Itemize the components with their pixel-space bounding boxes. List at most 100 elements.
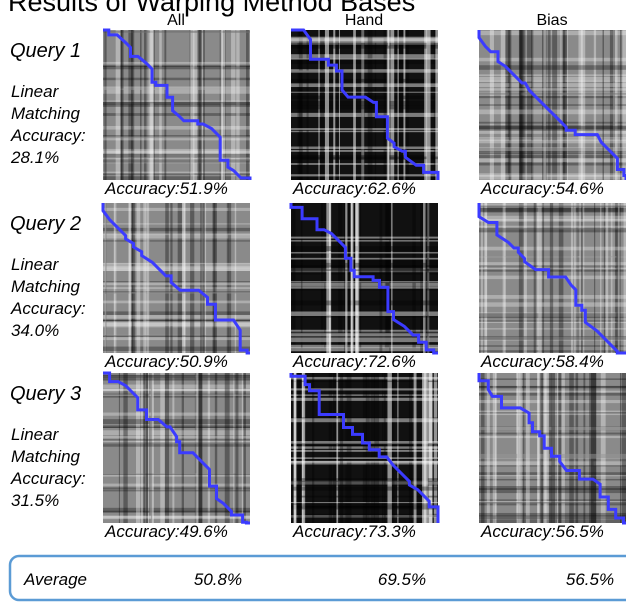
matrix-stripe	[302, 373, 305, 523]
matrix-stripe	[414, 373, 417, 523]
figure: Results of Warping Method Bases Average …	[0, 0, 626, 606]
similarity-matrix	[103, 373, 250, 523]
matrix-stripe	[103, 240, 250, 241]
matrix-stripe	[291, 258, 438, 260]
matrix-stripe	[291, 147, 438, 150]
matrix-stripe	[353, 30, 356, 180]
matrix-stripe	[103, 208, 250, 211]
matrix-stripe	[105, 203, 106, 353]
matrix-stripe	[385, 203, 389, 353]
matrix-stripe	[103, 283, 250, 286]
matrix-stripe	[103, 315, 250, 319]
similarity-matrix	[291, 203, 438, 353]
linear-matching-text: 34.0%	[11, 321, 59, 340]
matrix-stripe	[606, 203, 608, 353]
matrix-stripe	[178, 203, 182, 353]
matrix-stripe	[103, 266, 250, 271]
column-header: All	[167, 12, 185, 29]
matrix-stripe	[387, 373, 391, 523]
matrix-stripe	[345, 203, 347, 353]
matrix-stripe	[581, 30, 585, 180]
matrix-stripe	[374, 373, 379, 523]
matrix-stripe	[129, 203, 131, 353]
matrix-stripe	[203, 30, 205, 180]
accuracy-label: Accuracy:51.9%	[104, 179, 228, 198]
matrix-stripe	[103, 321, 250, 326]
matrix-stripe	[291, 269, 438, 271]
matrix-stripe	[291, 347, 438, 351]
matrix-stripe	[299, 30, 303, 180]
matrix-stripe	[571, 203, 576, 353]
matrix-stripe	[384, 373, 386, 523]
matrix-stripe	[103, 126, 250, 130]
matrix-stripe	[600, 203, 601, 353]
matrix-stripe	[291, 337, 438, 342]
matrix-stripe	[291, 311, 438, 316]
matrix-stripe	[487, 373, 490, 523]
matrix-stripe	[103, 89, 250, 90]
average-box	[10, 556, 626, 600]
linear-matching-text: 31.5%	[11, 491, 59, 510]
linear-matching-text: 28.1%	[10, 148, 59, 167]
accuracy-label: Accuracy:56.5%	[480, 522, 604, 541]
matrix-stripe	[336, 373, 338, 523]
matrix-stripe	[581, 203, 583, 353]
matrix-stripe	[291, 505, 438, 510]
column-header: Bias	[536, 12, 567, 29]
matrix-stripe	[103, 78, 250, 81]
matrix-stripe	[291, 106, 438, 110]
matrix-stripe	[291, 69, 438, 70]
matrix-stripe	[291, 503, 438, 504]
matrix-stripe	[291, 246, 438, 251]
matrix-stripe	[326, 203, 330, 353]
accuracy-label: Accuracy:58.4%	[480, 352, 604, 371]
matrix-stripe	[103, 263, 250, 264]
matrix-stripe	[291, 70, 438, 72]
matrix-stripe	[301, 203, 303, 353]
matrix-stripe	[103, 62, 250, 66]
matrix-stripe	[307, 30, 309, 180]
matrix-stripe	[591, 373, 596, 523]
similarity-matrix	[103, 30, 250, 180]
matrix-stripe	[324, 203, 325, 353]
matrix-stripe	[340, 373, 343, 523]
matrix-stripe	[412, 203, 415, 353]
similarity-matrix	[291, 30, 438, 180]
matrix-stripe	[379, 203, 382, 353]
matrix-stripe	[294, 373, 297, 523]
matrix-stripe	[103, 173, 250, 175]
matrix-stripe	[103, 292, 250, 294]
average-value: 69.5%	[378, 570, 426, 589]
similarity-matrix	[479, 373, 626, 523]
similarity-matrix	[479, 203, 626, 353]
matrix-stripe	[291, 37, 438, 42]
matrix-stripe	[291, 237, 438, 239]
matrix-stripe	[325, 30, 329, 180]
matrix-stripe	[291, 157, 438, 160]
matrix-stripe	[190, 203, 194, 353]
query-label: Query 3	[10, 383, 81, 405]
matrix-stripe	[291, 174, 438, 176]
matrix-stripe	[225, 373, 230, 523]
matrix-stripe	[370, 373, 374, 523]
column-header: Hand	[345, 12, 383, 29]
matrix-stripe	[103, 516, 250, 518]
accuracy-label: Accuracy:49.6%	[104, 522, 228, 541]
matrix-stripe	[594, 30, 596, 180]
matrix-stripe	[312, 373, 314, 523]
matrix-stripe	[409, 373, 412, 523]
accuracy-label: Accuracy:72.6%	[292, 352, 416, 371]
matrix-stripe	[291, 43, 438, 46]
linear-matching-text: Accuracy:	[10, 469, 86, 488]
matrix-stripe	[526, 373, 530, 523]
matrix-stripe	[103, 301, 250, 304]
average-value: 56.5%	[566, 570, 614, 589]
matrix-stripe	[199, 373, 203, 523]
matrix-stripe	[388, 30, 389, 180]
matrix-stripe	[151, 373, 152, 523]
matrix-stripe	[391, 203, 392, 353]
matrix-stripe	[291, 281, 438, 282]
matrix-stripe	[291, 263, 438, 268]
matrix-stripe	[479, 515, 626, 519]
similarity-matrix	[479, 30, 626, 180]
